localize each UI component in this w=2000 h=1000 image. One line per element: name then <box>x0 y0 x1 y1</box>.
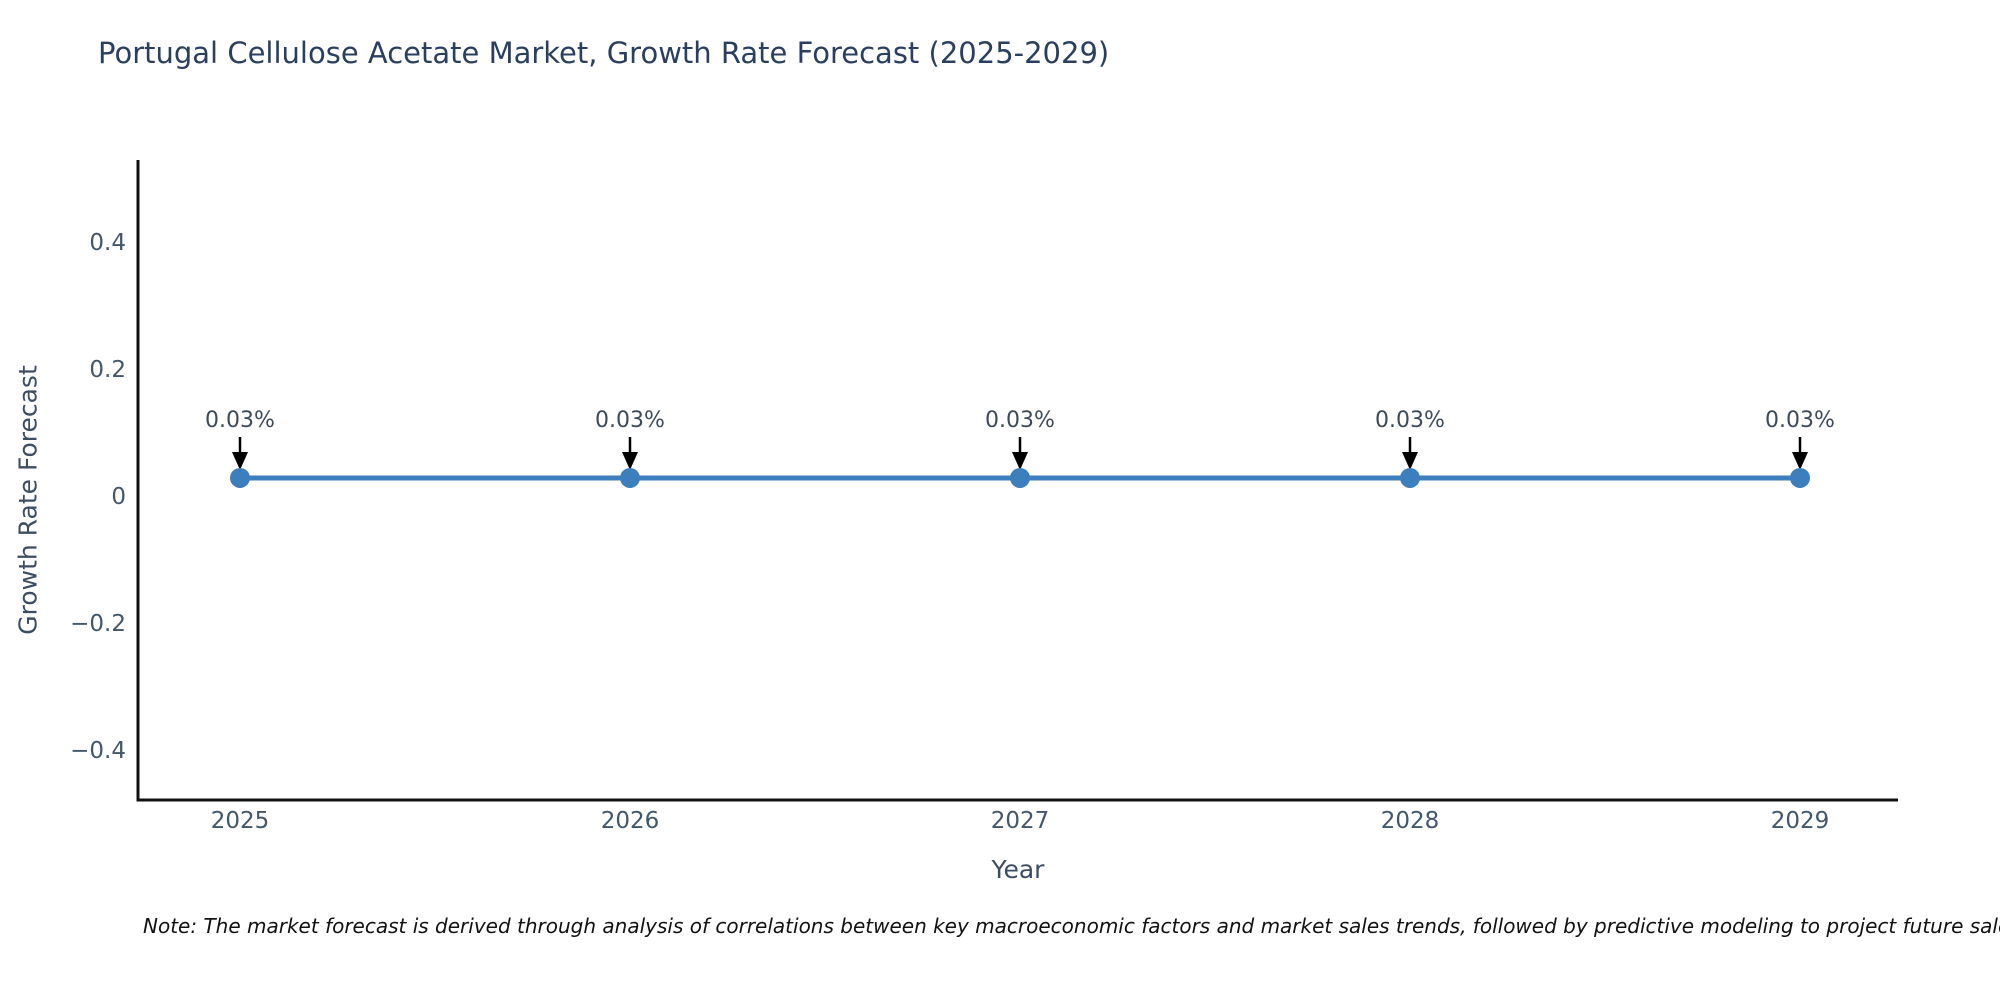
x-tick-label: 2029 <box>1770 808 1830 834</box>
data-point-marker <box>230 467 250 488</box>
data-point-annotation: 0.03% <box>595 408 665 433</box>
data-point-marker <box>1790 467 1810 488</box>
y-tick-label: 0 <box>111 484 126 510</box>
data-point-marker <box>1400 467 1420 488</box>
annotation-arrowhead <box>1792 451 1808 470</box>
data-point-annotation: 0.03% <box>985 408 1055 433</box>
data-point-annotation: 0.03% <box>1375 408 1445 433</box>
x-tick-label: 2028 <box>1380 808 1440 834</box>
y-tick-label: −0.2 <box>70 611 126 637</box>
annotation-arrowhead <box>232 451 248 470</box>
y-tick-label: 0.2 <box>89 357 126 383</box>
x-tick-label: 2027 <box>990 808 1050 834</box>
chart-title: Portugal Cellulose Acetate Market, Growt… <box>98 36 1110 70</box>
annotation-arrowhead <box>1012 451 1028 470</box>
annotation-arrowhead <box>622 451 638 470</box>
annotation-arrowhead <box>1402 451 1418 470</box>
axis-spine <box>136 160 1898 802</box>
data-point-marker <box>620 467 640 488</box>
data-point-annotation: 0.03% <box>1765 408 1835 433</box>
y-tick-label: −0.4 <box>70 738 126 764</box>
x-tick-label: 2026 <box>600 808 660 834</box>
x-tick-label: 2025 <box>210 808 270 834</box>
data-point-marker <box>1010 467 1030 488</box>
y-tick-label: 0.4 <box>89 230 126 256</box>
footnote: Note: The market forecast is derived thr… <box>143 914 2000 938</box>
data-point-annotation: 0.03% <box>205 408 275 433</box>
x-axis-title: Year <box>991 855 1045 884</box>
